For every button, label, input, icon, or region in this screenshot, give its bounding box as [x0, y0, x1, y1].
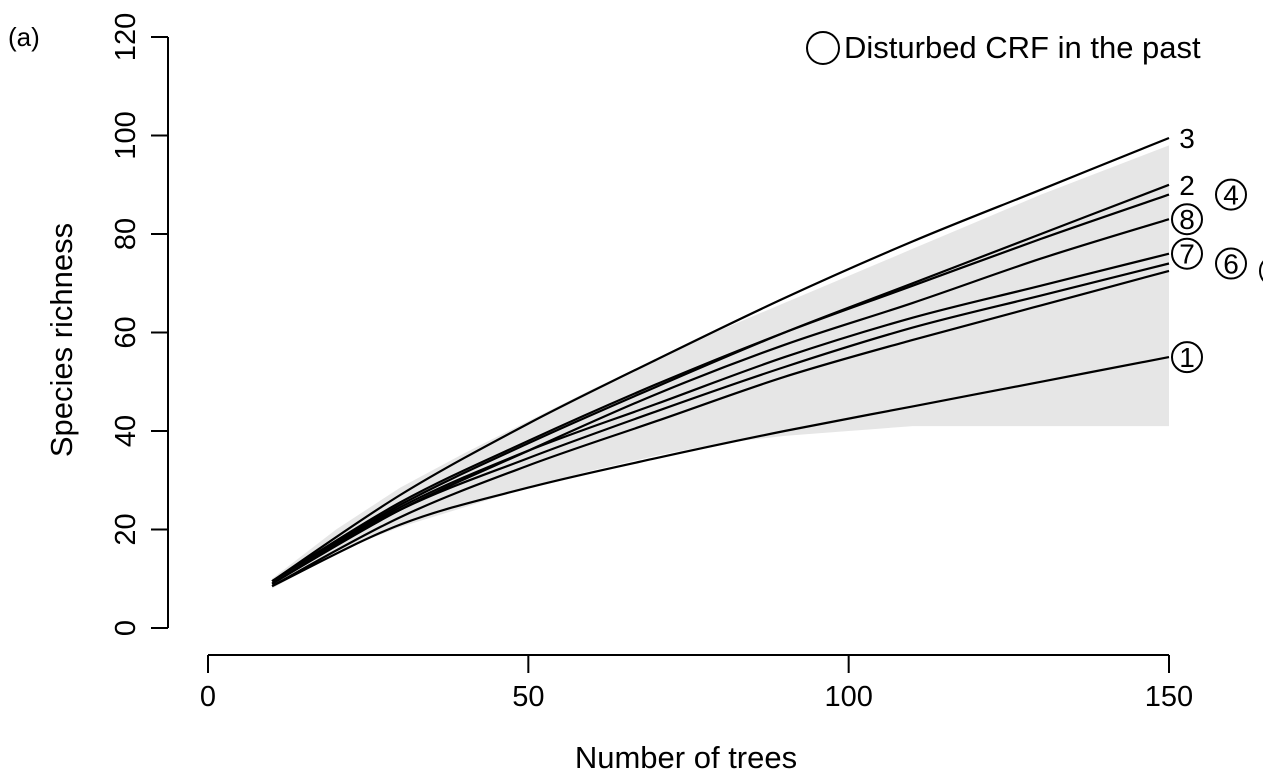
series-label-1: 1 — [1179, 342, 1195, 373]
series-label-4: 4 — [1223, 180, 1239, 211]
series-line-7 — [271, 252, 1170, 585]
series-label-circle-7 — [1171, 237, 1203, 270]
y-tick-label-0: 0 — [110, 620, 142, 636]
y-tick-label-40: 40 — [110, 415, 142, 447]
series-line-2 — [271, 183, 1170, 583]
series-labels-layer: 32487651 — [1171, 123, 1263, 374]
y-tick-label-60: 60 — [110, 316, 142, 348]
series-line-4 — [271, 193, 1170, 583]
x-tick-label-150: 150 — [1145, 681, 1193, 713]
series-label-circle-6 — [1215, 247, 1247, 280]
legend-circle-marker — [806, 31, 840, 65]
x-tick-label-0: 0 — [200, 681, 216, 713]
y-tick-label-100: 100 — [110, 111, 142, 159]
legend: Disturbed CRF in the past — [806, 30, 1201, 66]
panel-label: (a) — [8, 22, 40, 52]
x-tick-label-50: 50 — [512, 681, 544, 713]
y-tick-label-20: 20 — [110, 513, 142, 545]
y-tick-label-80: 80 — [110, 218, 142, 250]
series-lines-layer — [271, 136, 1170, 588]
x-axis-title: Number of trees — [575, 740, 797, 775]
x-axis: 0 50 100 150 — [200, 654, 1193, 713]
y-tick-label-120: 120 — [110, 13, 142, 61]
x-tick-label-100: 100 — [824, 681, 872, 713]
series-label-8: 8 — [1179, 204, 1195, 235]
series-label-circle-5 — [1259, 260, 1263, 282]
legend-label: Disturbed CRF in the past — [844, 30, 1201, 65]
series-label-circle-1 — [1171, 341, 1203, 374]
series-label-7: 7 — [1179, 239, 1195, 270]
series-line-8 — [271, 218, 1170, 585]
series-line-1 — [271, 356, 1170, 588]
series-label-2: 2 — [1179, 170, 1195, 201]
y-axis: 0 20 40 60 80 100 120 — [110, 13, 169, 636]
series-label-3: 3 — [1179, 123, 1195, 154]
series-label-circle-4 — [1215, 178, 1247, 211]
series-label-6: 6 — [1223, 249, 1239, 280]
series-label-circle-8 — [1171, 203, 1203, 236]
y-axis-title: Species richness — [44, 223, 79, 457]
series-line-5 — [271, 269, 1170, 588]
series-line-3 — [271, 136, 1170, 583]
